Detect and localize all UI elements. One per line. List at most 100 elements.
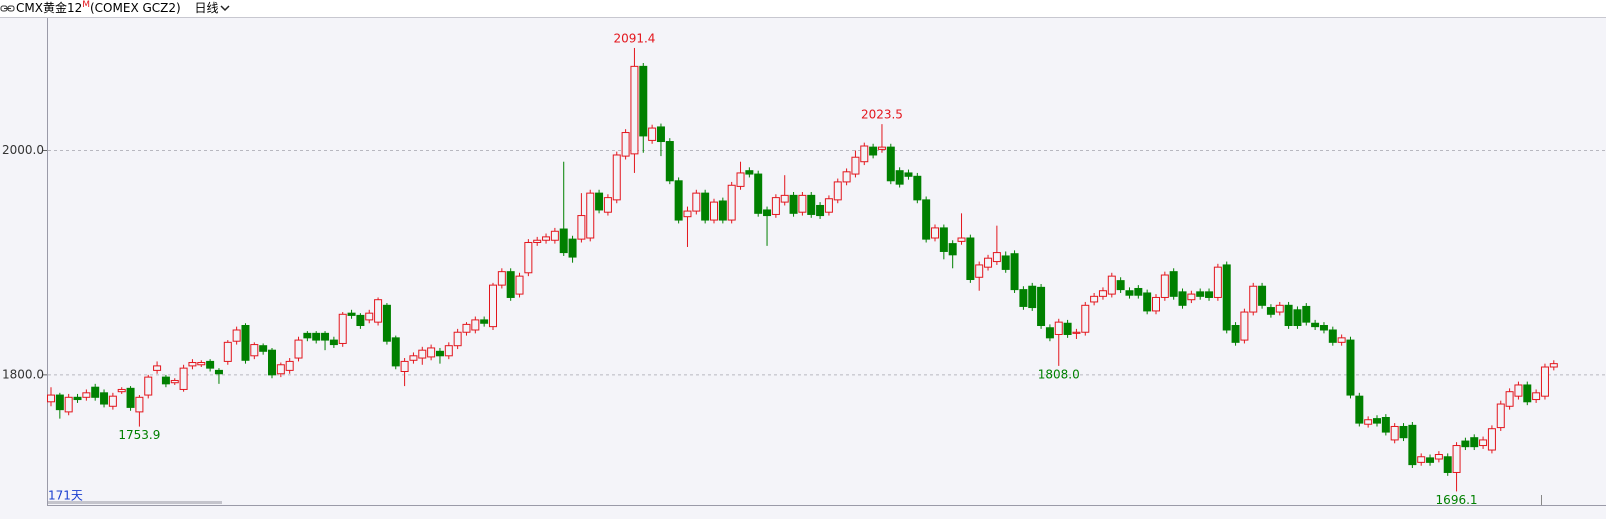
candle-body — [1054, 321, 1063, 335]
candle-body — [117, 388, 126, 393]
candle-body — [842, 171, 851, 183]
candle-body — [992, 252, 1001, 263]
candle-body — [374, 299, 383, 323]
candle-body — [1231, 325, 1240, 343]
candle-body — [568, 238, 577, 258]
candle-body — [745, 170, 754, 175]
candle-body — [232, 329, 241, 342]
candle-body — [1116, 280, 1125, 291]
contract-sup: M — [82, 0, 90, 10]
candle-body — [161, 376, 170, 385]
candle-body — [683, 210, 692, 218]
candle-body — [1479, 439, 1488, 447]
candle-body — [400, 360, 409, 373]
candle-body — [82, 392, 91, 398]
candle-body — [356, 314, 365, 327]
candle-body — [1028, 285, 1037, 309]
candle-body — [100, 392, 109, 405]
candle-body — [948, 243, 957, 256]
candle-body — [1364, 419, 1373, 425]
candle-body — [1134, 287, 1143, 296]
extreme-label: 2023.5 — [861, 108, 903, 122]
candle-body — [480, 319, 489, 324]
candle-body — [329, 339, 338, 346]
scrollbar[interactable] — [48, 501, 222, 504]
candle-body — [542, 236, 551, 241]
candle-body — [701, 192, 710, 221]
candle-body — [365, 312, 374, 321]
contract-name: CMX黄金12 — [16, 1, 83, 15]
candle-body — [55, 394, 64, 411]
candle-body — [727, 184, 736, 221]
extreme-label: 2091.4 — [613, 31, 655, 45]
candle-body — [418, 349, 427, 359]
candle-body — [268, 349, 276, 376]
candle-body — [1213, 266, 1222, 298]
candle-body — [135, 396, 144, 413]
candle-body — [1125, 290, 1134, 296]
candle-body — [639, 65, 648, 137]
candle-body — [1417, 456, 1426, 463]
candle-body — [816, 204, 825, 217]
candle-body — [1390, 425, 1399, 441]
candle-body — [886, 146, 895, 182]
candle-body — [984, 257, 993, 268]
candle-body — [1346, 339, 1355, 396]
candle-body — [1426, 457, 1435, 463]
candle-body — [506, 271, 515, 298]
count-label: 171天 — [48, 489, 83, 503]
candle-body — [1019, 289, 1028, 307]
candle-body — [453, 331, 462, 347]
candle-body — [179, 367, 188, 390]
candle-body — [904, 172, 913, 177]
candle-body — [957, 237, 966, 242]
candle-body — [1373, 418, 1381, 424]
candle-body — [1532, 392, 1541, 401]
candle-body — [1081, 304, 1090, 333]
y-tick-label: 2000.0 — [2, 143, 44, 157]
candle-body — [1549, 363, 1558, 368]
candle-body — [710, 201, 718, 221]
candle-body — [312, 332, 321, 341]
candle-body — [435, 350, 444, 357]
candle-body — [1249, 285, 1258, 313]
candle-body — [1152, 296, 1160, 312]
candle-body — [126, 387, 135, 408]
candle-body — [515, 275, 524, 295]
candle-body — [922, 199, 931, 240]
candle-body — [409, 355, 418, 361]
candle-body — [1045, 327, 1054, 339]
dropdown-arrow[interactable] — [219, 0, 231, 17]
candle-body — [1505, 391, 1514, 407]
candle-body — [91, 386, 100, 398]
header-bar: CMX黄金12M(COMEX GCZ2) 日线 — [0, 0, 1606, 18]
candle-body — [391, 337, 400, 367]
candle-body — [170, 379, 179, 384]
candle-body — [1010, 253, 1019, 291]
candle-body — [559, 228, 568, 254]
candle-body — [931, 227, 939, 239]
candle-body — [471, 319, 480, 331]
candle-body — [1461, 440, 1470, 448]
contract-code: (COMEX GCZ2) — [90, 1, 181, 15]
candle-body — [1302, 305, 1311, 323]
candle-body — [1470, 437, 1479, 448]
candle-body — [524, 241, 533, 274]
candle-body — [1284, 304, 1293, 327]
candle-body — [1222, 264, 1231, 331]
candle-body — [1196, 291, 1205, 297]
candle-body — [533, 239, 542, 243]
candle-body — [630, 65, 639, 155]
candle-body — [763, 209, 772, 217]
candle-body — [1143, 292, 1152, 312]
candle-body — [144, 376, 153, 396]
candle-body — [1319, 325, 1328, 331]
link-icon[interactable] — [0, 0, 16, 17]
period-selector[interactable]: 日线 — [194, 1, 219, 15]
extreme-label: 1808.0 — [1038, 367, 1080, 381]
candle-body — [259, 345, 268, 352]
candle-body — [736, 172, 745, 187]
candle-body — [1514, 384, 1523, 397]
